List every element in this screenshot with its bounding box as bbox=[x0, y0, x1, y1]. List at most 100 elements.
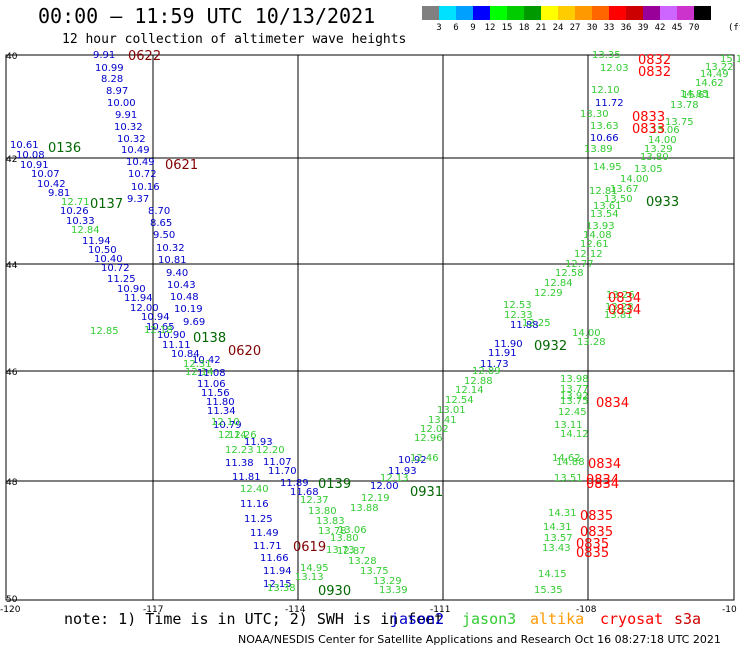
swh-value: 15.61 bbox=[682, 90, 711, 101]
swh-value: 12.54 bbox=[445, 395, 474, 406]
lat-tick-label: 44 bbox=[6, 261, 18, 271]
swh-value: 10.42 bbox=[37, 179, 66, 190]
pass-time-label: 0835 bbox=[580, 525, 613, 540]
lat-tick-label: 48 bbox=[6, 478, 18, 488]
swh-value: 12.58 bbox=[555, 268, 584, 279]
pass-time-label: 0832 bbox=[638, 65, 671, 80]
colorbar-label: 21 bbox=[535, 23, 547, 33]
swh-value: 13.50 bbox=[604, 194, 633, 205]
swh-value: 10.16 bbox=[131, 182, 160, 193]
swh-value: 12.02 bbox=[420, 424, 449, 435]
swh-value: 9.50 bbox=[153, 230, 175, 241]
swh-value: 13.13 bbox=[295, 572, 324, 583]
swh-value: 11.73 bbox=[480, 359, 509, 370]
pass-time-label: 0834 bbox=[586, 473, 619, 488]
swh-value: 13.63 bbox=[590, 121, 619, 132]
swh-value: 15.06 bbox=[651, 125, 680, 136]
swh-value: 12.61 bbox=[580, 239, 609, 250]
swh-value: 13.39 bbox=[379, 585, 408, 596]
swh-value: 12.77 bbox=[565, 259, 594, 270]
colorbar-swatch bbox=[558, 6, 575, 20]
colorbar-swatch bbox=[592, 6, 609, 20]
swh-value: 10.32 bbox=[156, 243, 185, 254]
swh-value: 11.66 bbox=[260, 553, 289, 564]
swh-value: 12.33 bbox=[504, 310, 533, 321]
swh-value: 12.89 bbox=[472, 366, 501, 377]
swh-value: 13.41 bbox=[428, 415, 457, 426]
pass-time-label: 0930 bbox=[318, 584, 351, 599]
swh-value: 11.70 bbox=[268, 466, 297, 477]
pass-time-label: 0138 bbox=[193, 331, 226, 346]
swh-value: 10.84 bbox=[171, 349, 200, 360]
colorbar-swatch bbox=[626, 6, 643, 20]
colorbar-swatch bbox=[541, 6, 558, 20]
map-frame bbox=[5, 54, 735, 601]
swh-value: 11.90 bbox=[494, 339, 523, 350]
swh-value: 12.88 bbox=[464, 376, 493, 387]
swh-value: 14.00 bbox=[620, 174, 649, 185]
swh-value: 13.01 bbox=[437, 405, 466, 416]
pass-time-label: 0834 bbox=[586, 477, 619, 492]
pass-time-label: 0832 bbox=[638, 53, 671, 68]
swh-value: 11.16 bbox=[240, 499, 269, 510]
swh-value: 8.97 bbox=[106, 86, 128, 97]
swh-value: 12.20 bbox=[256, 445, 285, 456]
swh-value: 14.31 bbox=[548, 508, 577, 519]
swh-value: 10.48 bbox=[170, 292, 199, 303]
swh-value: 14.95 bbox=[593, 162, 622, 173]
swh-value: 14.49 bbox=[700, 69, 729, 80]
swh-value: 13.28 bbox=[348, 556, 377, 567]
swh-value: 14.00 bbox=[572, 328, 601, 339]
swh-value: 13.61 bbox=[593, 201, 622, 212]
swh-value: 12.03 bbox=[600, 63, 629, 74]
swh-value: 11.71 bbox=[253, 541, 282, 552]
swh-value: 12.10 bbox=[591, 85, 620, 96]
swh-value: 13.35 bbox=[592, 50, 621, 61]
swh-value: 11.25 bbox=[107, 274, 136, 285]
colorbar-label: 42 bbox=[654, 23, 666, 33]
swh-value: 13.43 bbox=[542, 543, 571, 554]
swh-value: 10.40 bbox=[94, 254, 123, 265]
swh-value: 11.07 bbox=[263, 457, 292, 468]
colorbar-label: 6 bbox=[453, 23, 459, 33]
pass-time-label: 0834 bbox=[588, 457, 621, 472]
swh-value: 13.28 bbox=[577, 337, 606, 348]
swh-value: 12.40 bbox=[240, 484, 269, 495]
colorbar-label: 33 bbox=[603, 23, 615, 33]
swh-value: 13.77 bbox=[560, 384, 589, 395]
pass-time-label: 0136 bbox=[48, 141, 81, 156]
swh-value: 10.61 bbox=[10, 140, 39, 151]
swh-value: 12.84 bbox=[544, 278, 573, 289]
swh-value: 12.46 bbox=[410, 453, 439, 464]
swh-value: 13.26 bbox=[606, 290, 635, 301]
note-text: note: 1) Time is in UTC; 2) SWH is in fe… bbox=[64, 610, 444, 628]
map-subtitle: 12 hour collection of altimeter wave hei… bbox=[62, 32, 407, 47]
lat-tick-label: 50 bbox=[6, 595, 18, 605]
swh-value: 9.69 bbox=[183, 317, 205, 328]
swh-value: 14.12 bbox=[560, 429, 589, 440]
swh-value: 10.99 bbox=[95, 63, 124, 74]
footer-credit: NOAA/NESDIS Center for Satellite Applica… bbox=[238, 633, 721, 646]
colorbar-label: 24 bbox=[552, 23, 564, 33]
swh-value: 12.15 bbox=[263, 579, 292, 590]
colorbar-swatch bbox=[456, 6, 473, 20]
swh-value: 13.92 bbox=[560, 391, 589, 402]
colorbar-label: 9 bbox=[470, 23, 476, 33]
swh-value: 12.96 bbox=[414, 433, 443, 444]
swh-value: 15.35 bbox=[534, 585, 563, 596]
colorbar-label: 36 bbox=[620, 23, 632, 33]
pass-time-label: 0834 bbox=[608, 291, 641, 306]
swh-value: 10.00 bbox=[107, 98, 136, 109]
swh-value: 12.85 bbox=[90, 326, 119, 337]
swh-value: 12.10 bbox=[211, 417, 240, 428]
legend-s3a: s3a bbox=[674, 610, 702, 628]
swh-value: 11.94 bbox=[263, 566, 292, 577]
pass-time-label: 0932 bbox=[534, 339, 567, 354]
colorbar-label: 3 bbox=[436, 23, 442, 33]
swh-value: 13.54 bbox=[590, 209, 619, 220]
pass-time-label: 0835 bbox=[580, 509, 613, 524]
swh-value: 14.88 bbox=[556, 457, 585, 468]
swh-value: 11.80 bbox=[206, 397, 235, 408]
swh-value: 12.19 bbox=[361, 493, 390, 504]
